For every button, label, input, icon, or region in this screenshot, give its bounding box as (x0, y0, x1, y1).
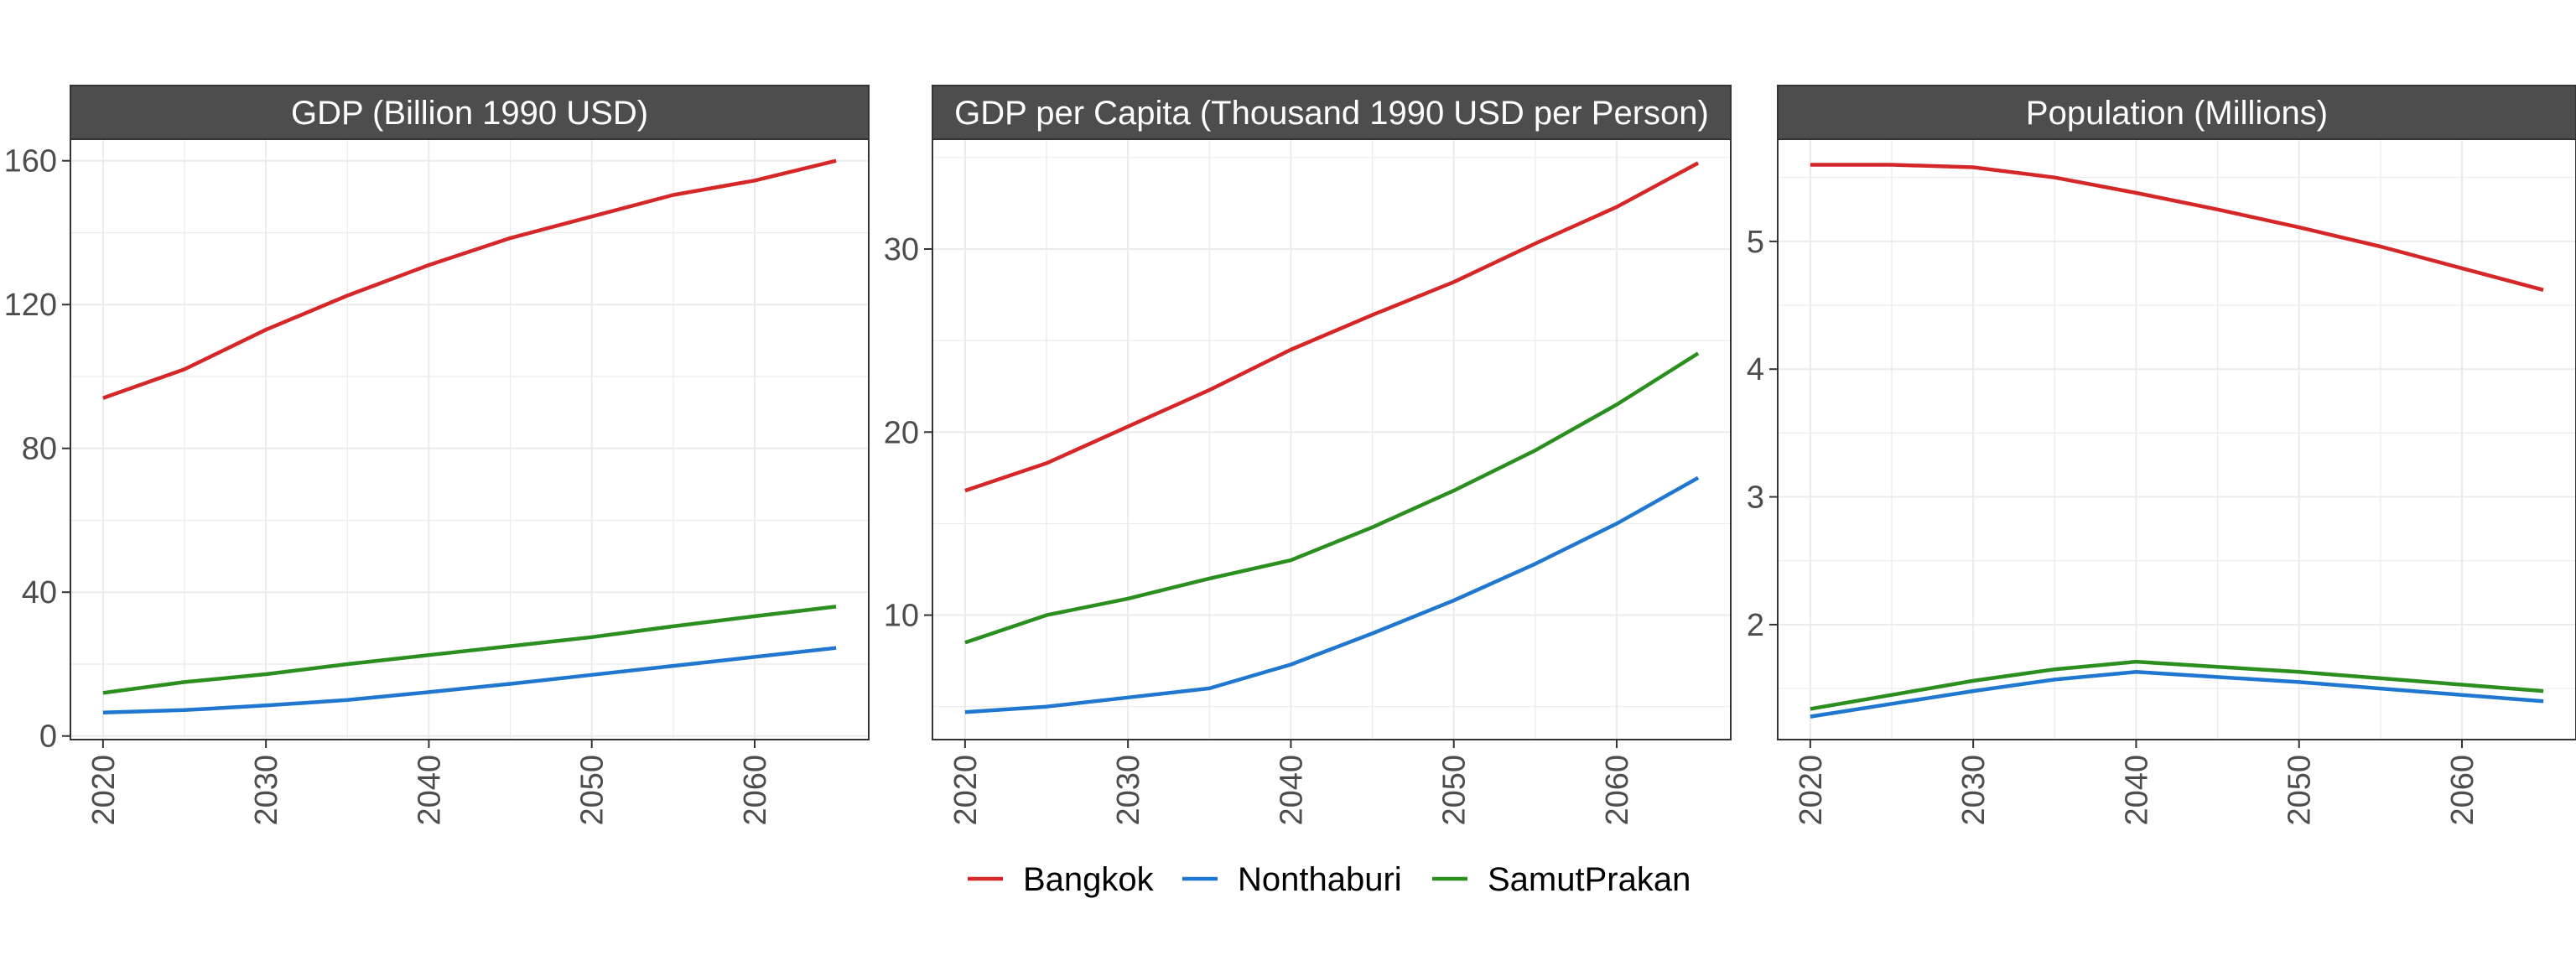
y-axis: 2 3 4 5 (1747, 225, 1778, 643)
facet-panel-2: GDP per Capita (Thousand 1990 USD per Pe… (884, 85, 1732, 826)
y-axis: 10 20 30 (884, 232, 932, 634)
y-tick-label: 2 (1747, 608, 1764, 643)
facet-title: GDP (Billion 1990 USD) (291, 95, 648, 132)
facet-title: GDP per Capita (Thousand 1990 USD per Pe… (954, 95, 1709, 132)
y-tick-label: 80 (22, 432, 57, 467)
x-tick-label: 2060 (2445, 755, 2480, 826)
facet-strip (932, 85, 1732, 140)
legend-label: Nonthaburi (1238, 861, 1402, 898)
y-tick-label: 5 (1747, 225, 1764, 260)
x-axis: 2020 2030 2040 2050 2060 (86, 740, 773, 826)
legend: Bangkok Nonthaburi SamutPrakan (968, 861, 1690, 898)
y-tick-label: 0 (39, 719, 57, 755)
x-tick-label: 2030 (249, 755, 284, 826)
grid (1778, 139, 2576, 740)
series-line-bangkok (102, 158, 837, 400)
series-line-samutprakan (1810, 659, 2544, 711)
series-line-bangkok (1810, 163, 2544, 292)
y-tick-label: 10 (884, 599, 919, 634)
legend-item-nonthaburi: Nonthaburi (1182, 861, 1402, 898)
x-tick-label: 2050 (2283, 755, 2318, 826)
series-lines (1810, 163, 2544, 719)
x-tick-label: 2050 (1437, 755, 1472, 826)
x-tick-label: 2040 (1274, 755, 1309, 826)
facet-title: Population (Millions) (2026, 95, 2328, 132)
x-axis: 2020 2030 2040 2050 2060 (1794, 740, 2480, 826)
series-lines (102, 158, 837, 715)
panel-border (70, 138, 870, 740)
x-tick-label: 2020 (86, 755, 122, 826)
legend-label: SamutPrakan (1488, 861, 1690, 898)
panel-border (1777, 138, 2576, 740)
facet-panel-3: Population (Millions) 2 3 4 5 2020 2030 2040 205… (1747, 85, 2576, 826)
y-tick-label: 30 (884, 232, 919, 267)
y-tick-label: 120 (4, 288, 57, 323)
series-line-nonthaburi (964, 475, 1700, 714)
facet-strip (1777, 85, 2576, 140)
y-axis: 0 40 80 120 160 (4, 144, 70, 755)
legend-item-bangkok: Bangkok (968, 861, 1155, 898)
legend-label: Bangkok (1023, 861, 1155, 898)
x-tick-label: 2050 (575, 755, 610, 826)
series-line-nonthaburi (102, 646, 837, 715)
y-tick-label: 3 (1747, 480, 1764, 516)
x-tick-label: 2060 (738, 755, 773, 826)
x-axis: 2020 2030 2040 2050 2060 (948, 740, 1635, 826)
x-tick-label: 2040 (412, 755, 447, 826)
x-tick-label: 2040 (2119, 755, 2154, 826)
y-tick-label: 160 (4, 144, 57, 179)
x-tick-label: 2020 (1794, 755, 1829, 826)
y-tick-label: 4 (1747, 352, 1764, 387)
x-tick-label: 2020 (948, 755, 984, 826)
facet-panel-1: GDP (Billion 1990 USD) 0 40 80 120 160 2020 203… (4, 85, 870, 826)
x-tick-label: 2060 (1600, 755, 1635, 826)
y-tick-label: 20 (884, 415, 919, 450)
series-line-samutprakan (964, 351, 1700, 645)
series-lines (964, 161, 1700, 714)
series-line-nonthaburi (1810, 670, 2544, 719)
x-tick-label: 2030 (1111, 755, 1146, 826)
y-tick-label: 40 (22, 575, 57, 610)
series-line-bangkok (964, 161, 1700, 493)
x-tick-label: 2030 (1956, 755, 1992, 826)
grid (932, 139, 1731, 740)
legend-item-samutprakan: SamutPrakan (1432, 861, 1690, 898)
series-line-samutprakan (102, 605, 837, 695)
panel-border (932, 138, 1732, 740)
facet-strip (70, 85, 870, 140)
